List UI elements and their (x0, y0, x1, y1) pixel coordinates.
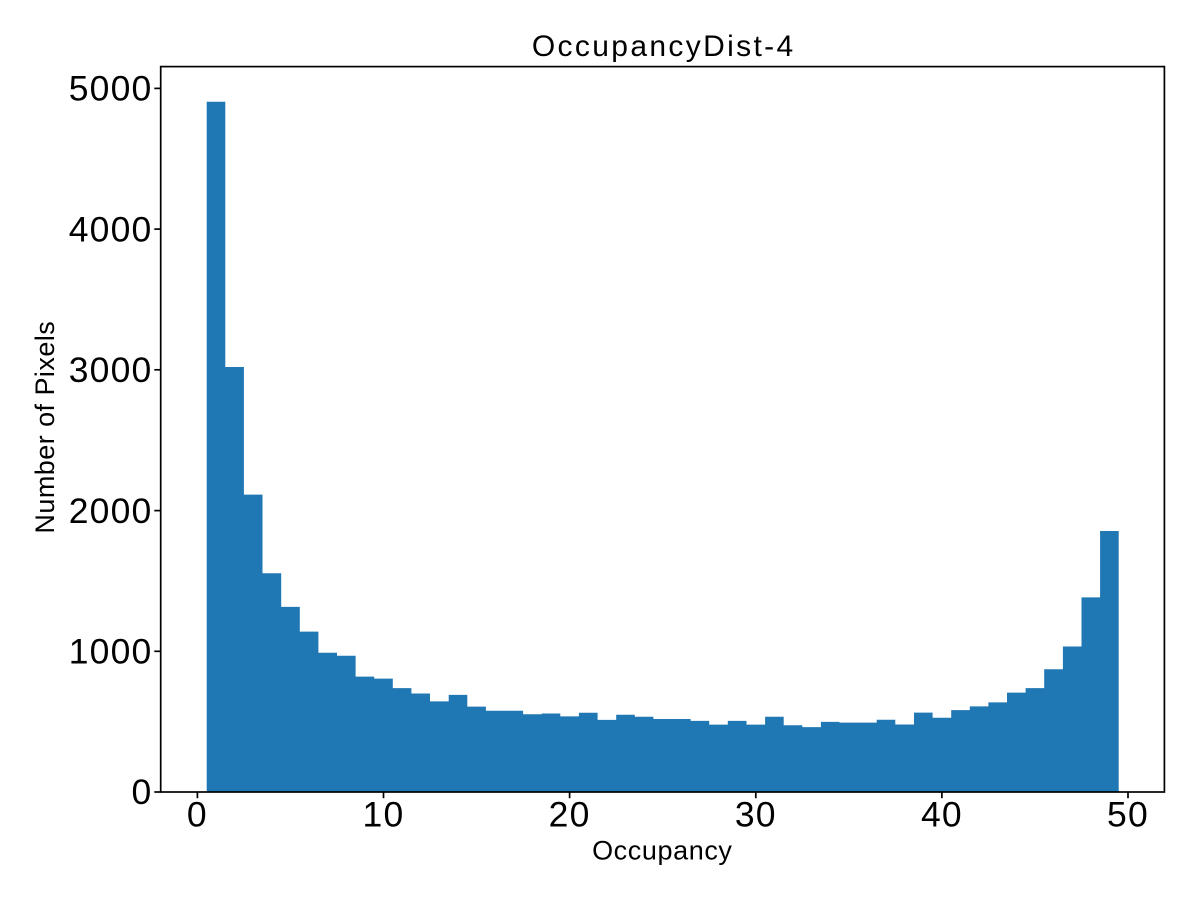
svg-text:30: 30 (735, 795, 777, 835)
svg-text:40: 40 (921, 795, 963, 835)
svg-text:20: 20 (549, 795, 591, 835)
svg-text:Occupancy: Occupancy (592, 836, 732, 866)
svg-text:OccupancyDist-4: OccupancyDist-4 (532, 30, 796, 63)
svg-text:0: 0 (187, 795, 208, 835)
svg-text:0: 0 (132, 772, 153, 812)
svg-text:Number of Pixels: Number of Pixels (30, 321, 60, 534)
svg-text:10: 10 (363, 795, 405, 835)
svg-text:50: 50 (1107, 795, 1149, 835)
svg-text:2000: 2000 (69, 491, 153, 531)
svg-text:3000: 3000 (69, 350, 153, 390)
svg-text:1000: 1000 (69, 632, 153, 672)
svg-text:5000: 5000 (69, 69, 153, 109)
svg-text:4000: 4000 (69, 209, 153, 249)
